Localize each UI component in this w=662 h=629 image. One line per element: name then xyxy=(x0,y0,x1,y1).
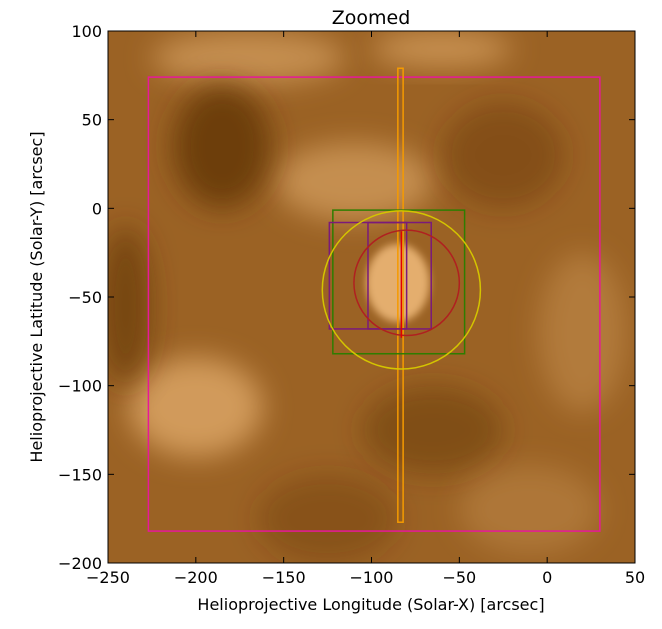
y-tick-label: −200 xyxy=(58,554,102,573)
image-feature xyxy=(441,101,565,209)
overlay-rectangle xyxy=(147,76,601,532)
x-tick-label: −200 xyxy=(174,568,218,587)
y-tick-label: −100 xyxy=(58,377,102,396)
image-feature xyxy=(459,465,600,555)
overlay-circle xyxy=(353,229,461,337)
plot-area xyxy=(107,30,636,564)
image-feature xyxy=(371,31,513,67)
x-tick-label: 50 xyxy=(625,568,645,587)
x-tick-label: −50 xyxy=(442,568,476,587)
image-feature xyxy=(274,142,433,221)
y-tick-label: 100 xyxy=(71,22,102,41)
image-feature xyxy=(172,84,272,209)
image-feature xyxy=(538,252,627,413)
y-tick-label: 0 xyxy=(92,199,102,218)
overlay-rectangle xyxy=(367,221,432,330)
y-tick-label: −150 xyxy=(58,465,102,484)
image-feature xyxy=(151,31,346,85)
image-feature xyxy=(257,474,398,563)
y-tick-label: 50 xyxy=(82,111,102,130)
y-axis: −200 −150 −100 −50 0 50 100 xyxy=(58,22,635,573)
y-tick-label: −50 xyxy=(68,288,102,307)
image-feature xyxy=(129,357,263,457)
x-axis: −250 −200 −150 −100 −50 0 50 xyxy=(86,31,645,587)
overlay-rectangle xyxy=(332,209,466,355)
image-features xyxy=(108,31,627,563)
overlays xyxy=(147,67,601,532)
x-tick-label: −250 xyxy=(86,568,130,587)
x-axis-label: Helioprojective Longitude (Solar-X) [arc… xyxy=(197,595,544,614)
image-feature xyxy=(108,226,152,386)
x-tick-label: 0 xyxy=(542,568,552,587)
x-tick-label: −150 xyxy=(262,568,306,587)
overlay-rectangle xyxy=(397,67,404,523)
chart-title: Zoomed xyxy=(332,7,411,29)
y-axis-label: Helioprojective Latitude (Solar-Y) [arcs… xyxy=(27,131,46,462)
overlay-circle xyxy=(321,210,482,370)
image-feature xyxy=(362,385,504,475)
x-tick-label: −100 xyxy=(350,568,394,587)
